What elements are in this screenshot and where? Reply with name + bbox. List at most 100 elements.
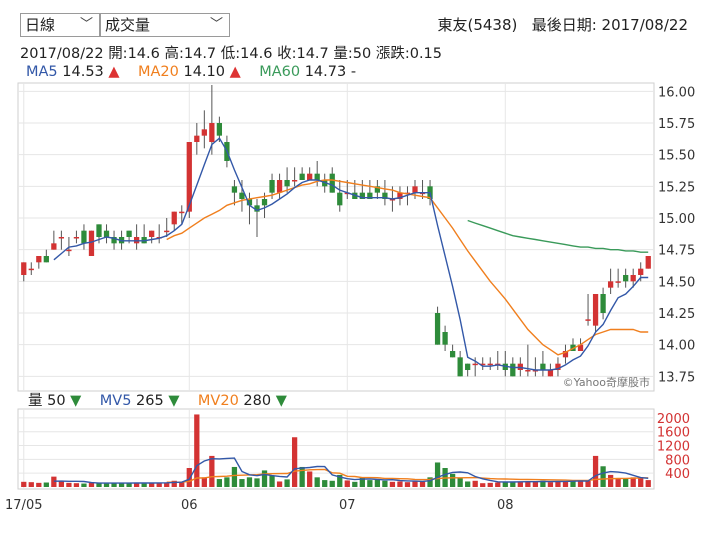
volume-bar	[231, 466, 238, 487]
candle-body	[630, 275, 636, 282]
price-tick-label: 14.00	[658, 339, 695, 354]
candle-body	[329, 173, 335, 193]
candle-body	[638, 268, 644, 275]
volume-panel-frame	[17, 408, 655, 490]
volume-bar	[269, 475, 275, 487]
candle-body	[645, 256, 651, 269]
date-tick-label: 08	[497, 498, 514, 513]
volume-tick-label: 800	[665, 453, 690, 468]
candle-body	[592, 294, 599, 326]
candle-body	[307, 173, 313, 180]
volume-bar	[352, 481, 358, 487]
ma5-line	[53, 137, 649, 371]
quote-date: 2017/08/22	[20, 46, 104, 62]
volume-bar	[299, 466, 305, 487]
volume-bar	[254, 478, 260, 487]
volume-bar	[547, 482, 554, 487]
candle-body	[261, 199, 268, 206]
high-label: 高:	[164, 46, 184, 62]
volume-bar	[472, 480, 478, 487]
candle-body	[254, 205, 260, 212]
volume-bar	[194, 414, 200, 487]
candle-body	[382, 192, 388, 199]
volume-tick-label: 400	[665, 467, 690, 482]
volume-bar	[36, 482, 42, 487]
candle-body	[21, 262, 27, 275]
volume-bar	[517, 482, 523, 487]
candle-body	[623, 275, 629, 282]
volume-bar	[224, 477, 230, 487]
close-value: 14.7	[296, 46, 329, 62]
candle-body	[465, 363, 471, 370]
volume-bar	[171, 480, 177, 487]
volume-bar	[525, 481, 531, 487]
volume-bar	[284, 479, 290, 487]
volume-bar	[88, 482, 95, 487]
candle-body	[532, 370, 539, 372]
volume-bar	[367, 480, 373, 487]
volume-bar	[322, 480, 328, 487]
date-tick-label: 06	[181, 498, 198, 513]
close-label: 收:	[277, 46, 297, 62]
indicator-select[interactable]: 成交量 ﹀	[100, 13, 230, 37]
chart-grid	[18, 83, 654, 489]
legend-ma20-arrow: ▲	[229, 64, 241, 80]
volume-bar	[179, 481, 185, 487]
volume-bar	[81, 483, 87, 487]
candle-body	[73, 237, 80, 239]
price-tick-label: 14.50	[658, 275, 695, 290]
volume-bar	[577, 480, 584, 487]
candle-body	[525, 370, 531, 372]
candle-body	[201, 129, 207, 136]
period-select[interactable]: 日線 ﹀	[20, 13, 100, 37]
volume-bar	[449, 473, 456, 487]
volume-bar	[600, 466, 606, 487]
chevron-down-icon: ﹀	[79, 17, 93, 32]
legend-mv20-arrow: ▼	[275, 393, 287, 409]
period-select-value: 日線	[25, 16, 56, 34]
volume-bar	[427, 477, 433, 487]
volume-bar	[419, 481, 426, 487]
mv5-line	[53, 457, 649, 484]
legend-ma60-value: 14.73	[304, 64, 347, 80]
candle-body	[434, 313, 441, 345]
candle-body	[397, 192, 403, 199]
volume-bar	[276, 481, 283, 487]
volume-bar	[216, 479, 223, 487]
volume-bar	[592, 455, 599, 487]
volume-bar	[645, 480, 651, 487]
volume-bar	[382, 480, 388, 487]
volume-bar	[28, 482, 34, 487]
volume-bar	[133, 482, 140, 487]
volume-bar	[201, 477, 207, 487]
volume-bar	[623, 478, 629, 487]
volume-bars	[21, 414, 651, 487]
candle-body	[103, 230, 110, 237]
volume-tick-label: 2000	[657, 412, 690, 427]
candle-body	[510, 363, 516, 377]
indicator-select-value: 成交量	[105, 16, 151, 34]
candle-body	[246, 199, 253, 206]
candle-body	[239, 192, 245, 199]
volume-bar	[607, 474, 614, 487]
volume-bar	[43, 482, 49, 487]
candles	[21, 85, 651, 377]
low-value: 14.6	[240, 46, 273, 62]
price-tick-label: 16.00	[658, 85, 695, 100]
legend-mv5-arrow: ▼	[168, 393, 180, 409]
candle-body	[81, 230, 87, 244]
candle-body	[216, 123, 223, 136]
candle-body	[585, 319, 591, 321]
legend-ma20-name: MA20	[137, 64, 179, 80]
ma60-line	[467, 219, 649, 253]
volume-bar	[149, 482, 155, 487]
volume-bar	[111, 482, 117, 487]
legend-vol-value: 50	[47, 393, 66, 409]
volume-bar	[239, 479, 245, 487]
candle-body	[186, 142, 192, 212]
watermark: ©Yahoo奇摩股市	[563, 375, 650, 389]
ma-legend: MA5 14.53 ▲ MA20 14.10 ▲ MA60 14.73 -	[26, 64, 356, 80]
volume-bar	[359, 477, 365, 487]
date-tick-label: 07	[339, 498, 356, 513]
